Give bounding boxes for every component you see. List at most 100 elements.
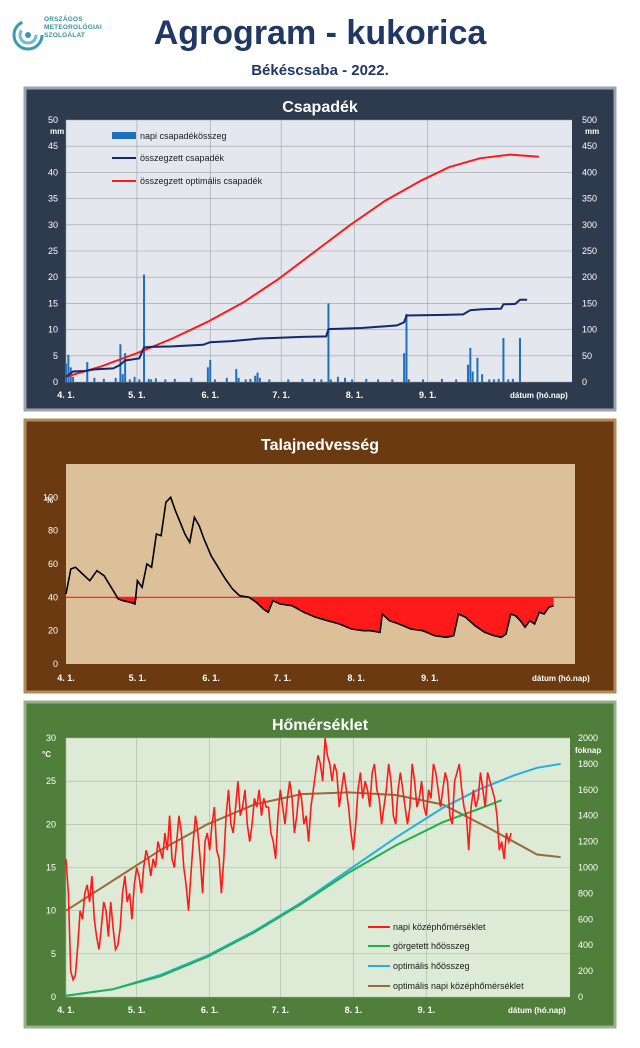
y-tick-label: 30 bbox=[48, 220, 58, 230]
precip-bar bbox=[365, 378, 368, 382]
y2-tick-label: 200 bbox=[578, 966, 593, 976]
x-tick-label: 6. 1. bbox=[201, 1005, 219, 1015]
logo-line-3: SZOLGÁLAT bbox=[44, 32, 86, 39]
y-tick-label: 10 bbox=[46, 906, 56, 916]
precip-bar bbox=[150, 379, 153, 382]
precip-bar bbox=[320, 379, 323, 382]
precip-bar bbox=[164, 379, 167, 382]
y2-tick-label: 200 bbox=[582, 272, 597, 282]
y-tick-label: 45 bbox=[48, 141, 58, 151]
temperature-y2-unit: foknap bbox=[575, 746, 601, 755]
y2-tick-label: 800 bbox=[578, 888, 593, 898]
y-tick-label: 5 bbox=[51, 949, 56, 959]
precip-bar bbox=[511, 378, 514, 382]
legend-opt-heat: optimális hőösszeg bbox=[393, 961, 470, 971]
opt-cum-precip-line bbox=[65, 153, 539, 378]
precip-bar bbox=[173, 378, 176, 382]
x-tick-label: 7. 1. bbox=[272, 1005, 290, 1015]
legend-rolling-heat: görgetett hőösszeg bbox=[393, 941, 470, 951]
precip-bar bbox=[237, 377, 240, 382]
precipitation-legend: napi csapadékösszeg összegzett csapadék … bbox=[112, 131, 263, 186]
soil-moisture-panel: Talajnedvesség % dátum (hó.nap) 0 20 40 60 8… bbox=[23, 418, 617, 694]
precip-bar bbox=[301, 378, 304, 382]
legend-daily-precip: napi csapadékösszeg bbox=[140, 131, 227, 141]
temperature-x-label: dátum (hó.nap) bbox=[508, 1006, 566, 1015]
logo-text: ORSZÁGOS METEOROLÓGIAI SZOLGÁLAT bbox=[44, 16, 102, 40]
page-subtitle: Békéscsaba - 2022. bbox=[251, 62, 389, 79]
x-tick-label: 4. 1. bbox=[57, 390, 75, 400]
precip-bar bbox=[256, 372, 259, 382]
y2-tick-label: 1600 bbox=[578, 785, 598, 795]
precip-bar bbox=[391, 379, 394, 382]
x-tick-label: 4. 1. bbox=[57, 1005, 75, 1015]
precip-bar bbox=[67, 354, 70, 382]
precip-bar bbox=[497, 378, 500, 382]
precip-bar bbox=[138, 379, 141, 382]
precip-bar bbox=[351, 379, 354, 382]
precip-bar bbox=[128, 379, 131, 382]
y-tick-label: 60 bbox=[48, 559, 58, 569]
precip-bar bbox=[213, 379, 216, 382]
x-tick-label: 7. 1. bbox=[274, 673, 292, 683]
precip-bar bbox=[405, 313, 408, 382]
y-tick-label: 10 bbox=[48, 325, 58, 335]
y2-tick-label: 0 bbox=[582, 377, 587, 387]
x-tick-label: 8. 1. bbox=[346, 390, 364, 400]
precip-bar bbox=[72, 376, 75, 382]
temperature-title: Hőmérséklet bbox=[272, 717, 369, 734]
precip-bar bbox=[235, 368, 238, 382]
y-tick-label: 0 bbox=[53, 659, 58, 669]
opt-heat-sum-line bbox=[65, 762, 561, 997]
met-logo-icon bbox=[12, 19, 44, 51]
soil-moisture-title: Talajnedvesség bbox=[261, 437, 379, 454]
y2-tick-label: 1200 bbox=[578, 837, 598, 847]
precip-bar bbox=[244, 379, 247, 382]
precipitation-y-unit: mm bbox=[50, 127, 64, 136]
x-tick-label: 9. 1. bbox=[421, 673, 439, 683]
legend-opt-temp: optimális napi középhőmérséklet bbox=[393, 981, 524, 991]
precip-bar bbox=[476, 357, 479, 382]
precip-bar bbox=[403, 353, 406, 382]
precip-bar bbox=[466, 364, 469, 382]
y2-tick-label: 100 bbox=[582, 325, 597, 335]
logo-line-2: METEOROLÓGIAI bbox=[44, 24, 102, 31]
soil-moisture-line bbox=[65, 495, 554, 639]
precip-bar bbox=[518, 337, 521, 382]
precip-bar bbox=[209, 359, 212, 382]
y2-tick-label: 600 bbox=[578, 914, 593, 924]
precip-bar bbox=[206, 367, 209, 382]
y-tick-label: 30 bbox=[46, 733, 56, 743]
daily-temp-line bbox=[65, 737, 512, 982]
legend-daily-temp: napi középhőmérséklet bbox=[393, 922, 486, 932]
y-tick-label: 20 bbox=[46, 819, 56, 829]
precip-bar bbox=[121, 374, 124, 382]
x-tick-label: 5. 1. bbox=[129, 673, 147, 683]
precip-bar bbox=[86, 362, 89, 382]
precip-bar bbox=[147, 378, 150, 382]
y-tick-label: 15 bbox=[46, 863, 56, 873]
legend-cum-precip: összegzett csapadék bbox=[140, 153, 225, 163]
y2-tick-label: 350 bbox=[582, 194, 597, 204]
y2-tick-label: 400 bbox=[578, 940, 593, 950]
temperature-legend: napi középhőmérséklet görgetett hőösszeg… bbox=[368, 922, 524, 991]
met-service-logo bbox=[12, 18, 122, 52]
precipitation-panel: Csapadék mm mm dátum (hó.nap) 0 5 10 15 20 25… bbox=[23, 86, 617, 412]
precip-bar bbox=[327, 303, 330, 382]
precip-bar bbox=[407, 379, 410, 382]
y-tick-label: 100 bbox=[43, 492, 58, 502]
y2-tick-label: 1800 bbox=[578, 759, 598, 769]
x-tick-label: 5. 1. bbox=[128, 390, 146, 400]
precip-bar bbox=[440, 378, 443, 382]
y2-tick-label: 300 bbox=[582, 220, 597, 230]
x-tick-label: 9. 1. bbox=[419, 390, 437, 400]
precipitation-x-label: dátum (hó.nap) bbox=[510, 391, 568, 400]
y2-tick-label: 450 bbox=[582, 141, 597, 151]
precip-bar bbox=[143, 274, 146, 382]
moisture-deficit-area bbox=[66, 597, 554, 638]
y-tick-label: 5 bbox=[53, 351, 58, 361]
precip-bar bbox=[344, 377, 347, 382]
precip-bar bbox=[258, 377, 261, 382]
y-tick-label: 0 bbox=[53, 377, 58, 387]
x-tick-label: 6. 1. bbox=[201, 390, 219, 400]
